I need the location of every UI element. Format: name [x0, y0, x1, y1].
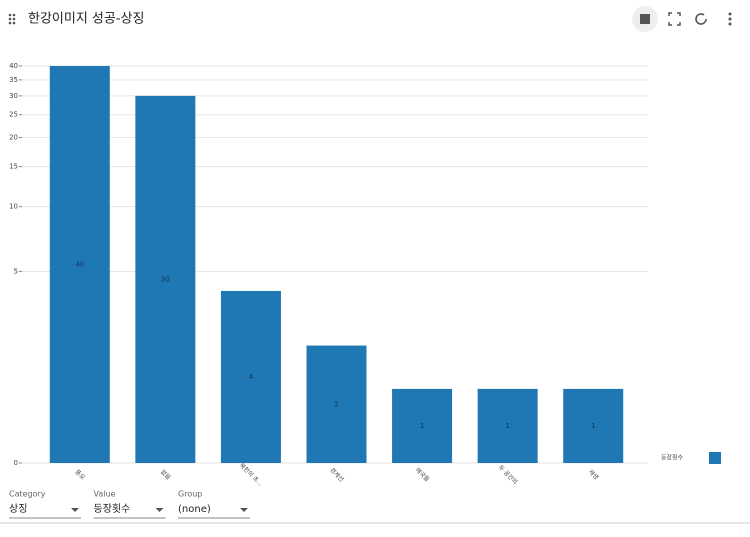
- bar: [392, 388, 453, 463]
- y-tick-label: 5: [14, 267, 18, 275]
- value-label: 40: [75, 261, 84, 269]
- x-tick-label: 없음: [159, 468, 173, 482]
- y-tick-label: 0: [14, 459, 18, 467]
- control-value: 등장횟수: [94, 503, 131, 515]
- y-tick-label: 15: [9, 163, 18, 171]
- x-tick-label: 재생: [587, 468, 600, 481]
- bar: [563, 388, 624, 463]
- control-label: Category: [9, 490, 46, 499]
- x-tick-label: 풍요: [73, 469, 86, 482]
- x-tick-label: 두 공간의: [497, 463, 520, 486]
- x-tick-label: 애국들: [414, 466, 432, 484]
- value-label: 30: [161, 275, 170, 283]
- value-label: 1: [505, 422, 509, 430]
- bar: [477, 388, 538, 463]
- bar: [49, 66, 110, 463]
- chart: 0 5 10 15 20 25 30 35 40 풍요 없음 북한의 초… 경계선 애국들 두 공간의 재생 4…: [9, 62, 721, 488]
- value-label: 4: [249, 373, 254, 381]
- y-tick-label: 10: [9, 203, 18, 211]
- y-tick-label: 40: [9, 62, 18, 70]
- fullscreen-button[interactable]: [668, 12, 681, 26]
- dropdown-arrow: [71, 508, 79, 512]
- x-tick-label: 북한의 초…: [238, 461, 265, 488]
- controls: Category 상징 Value 등장횟수 Group (none): [9, 490, 250, 519]
- y-tick-label: 20: [9, 134, 18, 142]
- image-icon: [640, 14, 650, 24]
- bar: [135, 95, 196, 463]
- control-label: Value: [94, 490, 116, 499]
- y-tick-label: 25: [9, 111, 18, 119]
- value-label: 2: [334, 400, 338, 408]
- dropdown-arrow: [240, 508, 248, 512]
- x-tick-label: 경계선: [328, 466, 345, 483]
- menu-button[interactable]: [728, 12, 732, 26]
- control-value: 상징: [9, 503, 27, 515]
- y-tick-label: 35: [9, 76, 18, 84]
- refresh-button[interactable]: [695, 13, 707, 25]
- control-value: (none): [178, 504, 211, 515]
- value-label: 1: [420, 422, 424, 430]
- legend-swatch: [709, 452, 721, 464]
- value-label: 1: [591, 422, 595, 430]
- control-label: Group: [178, 490, 202, 499]
- title: 한강이미지 성공-상징: [28, 12, 144, 27]
- legend-label: 등장횟수: [661, 454, 684, 462]
- y-tick-label: 30: [9, 92, 18, 100]
- bar: [306, 345, 367, 463]
- drag-handle[interactable]: [8, 13, 16, 25]
- dropdown-arrow: [155, 508, 164, 512]
- bar: [220, 290, 281, 463]
